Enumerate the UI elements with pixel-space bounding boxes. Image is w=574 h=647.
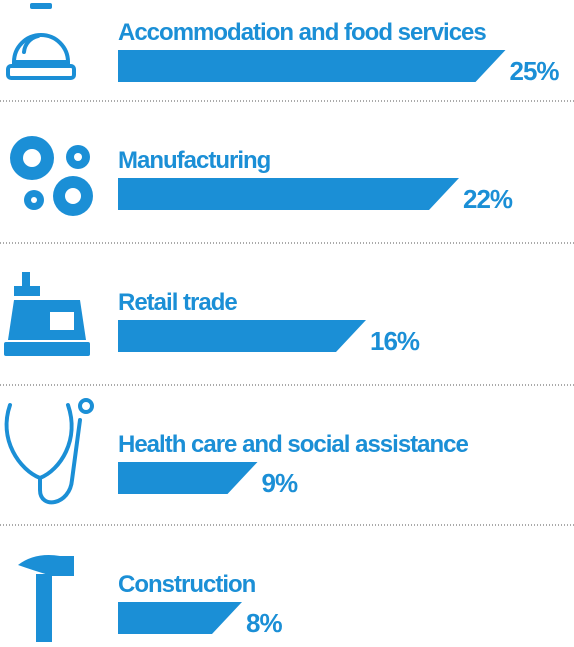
category-label: Health care and social assistance [118, 431, 469, 458]
category-label: Accommodation and food services [118, 19, 486, 46]
register-icon [4, 272, 90, 356]
value-label: 25% [510, 56, 560, 86]
value-label: 22% [463, 184, 513, 214]
gears-icon [10, 136, 93, 216]
category-label: Manufacturing [118, 147, 271, 174]
category-label: Construction [118, 571, 256, 598]
bar [118, 50, 506, 82]
icons [4, 3, 94, 642]
bell-icon [6, 3, 76, 80]
bar [118, 602, 242, 634]
stethoscope-icon [4, 398, 94, 505]
category-label: Retail trade [118, 289, 237, 316]
value-label: 8% [246, 608, 282, 638]
bar [118, 462, 258, 494]
value-label: 9% [262, 468, 298, 498]
hammer-icon [18, 555, 74, 642]
value-label: 16% [370, 326, 420, 356]
bar [118, 178, 459, 210]
bar [118, 320, 366, 352]
